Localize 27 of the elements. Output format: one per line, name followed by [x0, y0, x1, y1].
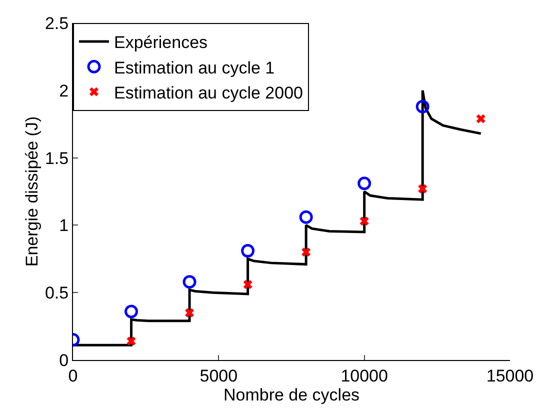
y-tick-label: 1	[59, 216, 69, 236]
point	[182, 275, 196, 289]
point	[241, 244, 255, 258]
x-axis-title: Nombre de cycles	[223, 385, 360, 404]
point	[302, 248, 311, 257]
point	[358, 176, 372, 190]
y-tick-label: 0	[59, 350, 69, 370]
point	[124, 304, 138, 318]
legend-label: Estimation au cycle 1	[114, 58, 275, 78]
x-tick-label: 10000	[340, 366, 388, 386]
point	[418, 184, 428, 194]
y-tick-label: 2.5	[44, 14, 69, 33]
y-axis-title: Energie dissipée (J)	[22, 116, 42, 267]
point	[185, 308, 194, 318]
legend-label: Expériences	[114, 33, 208, 52]
point	[360, 216, 369, 226]
point	[126, 336, 136, 346]
legend-label: Estimation au cycle 2000	[114, 83, 303, 102]
y-tick-label: 1.5	[44, 148, 69, 168]
point	[416, 100, 430, 114]
point	[476, 114, 486, 124]
point	[243, 280, 252, 290]
x-tick-label: 5000	[200, 366, 238, 386]
x-tick-label: 15000	[486, 366, 534, 386]
y-tick-label: 0.5	[44, 284, 69, 303]
y-tick-label: 2	[59, 81, 69, 100]
point	[299, 210, 313, 224]
